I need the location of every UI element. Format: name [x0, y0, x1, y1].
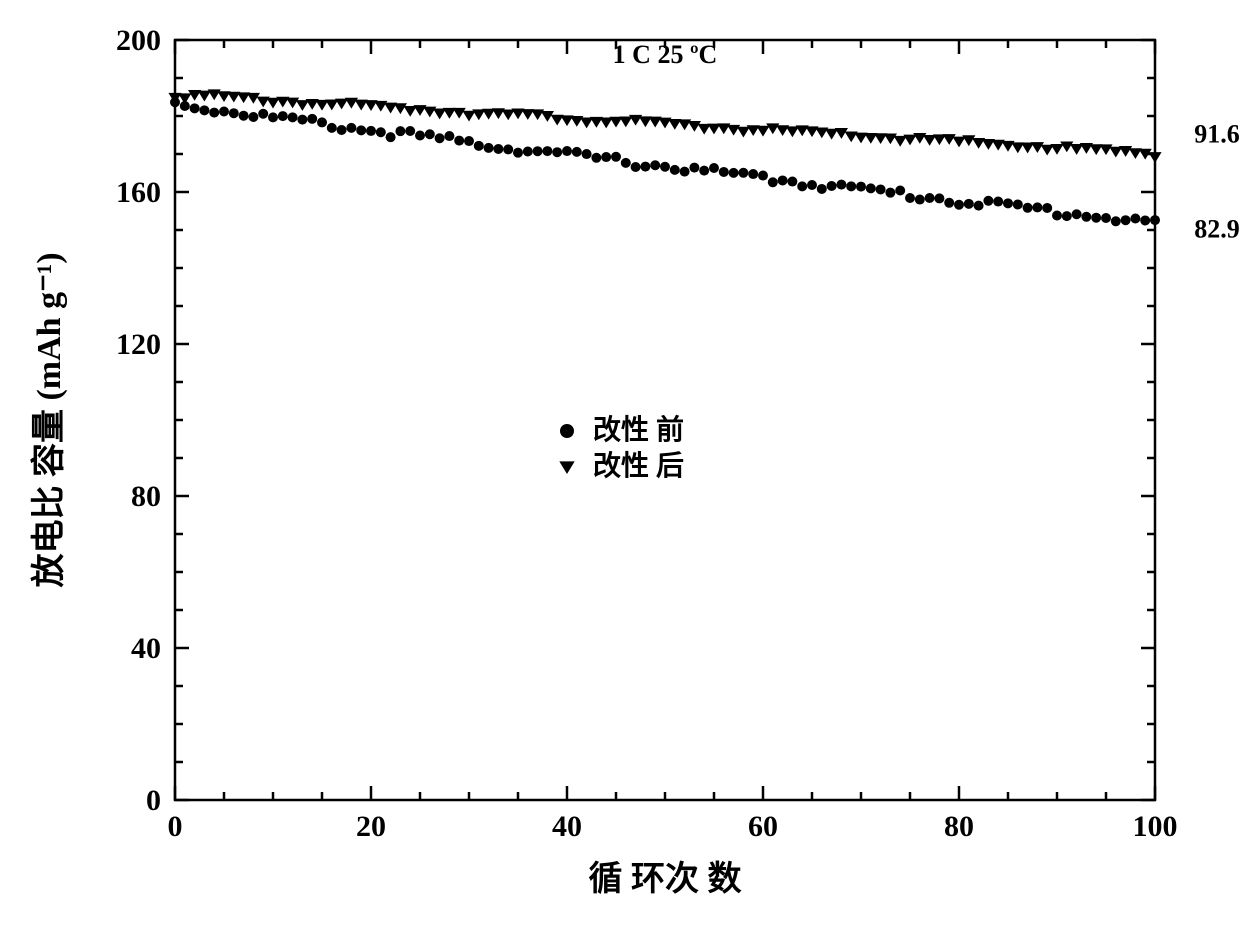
chart-container: 0 20 40 60 80 100 0 40 80 120 160 200 循 环次 数 放电比 容量 (…	[0, 0, 1240, 946]
svg-text:82.9%: 82.9%	[1194, 215, 1240, 244]
svg-text:80: 80	[131, 480, 161, 513]
svg-text:改性 后: 改性 后	[593, 450, 684, 482]
svg-text:80: 80	[944, 810, 974, 843]
svg-text:循 环次 数: 循 环次 数	[589, 860, 742, 898]
svg-text:120: 120	[116, 328, 161, 361]
svg-text:0: 0	[146, 784, 161, 817]
svg-text:91.6%: 91.6%	[1194, 120, 1240, 149]
svg-text:改性 前: 改性 前	[593, 413, 684, 446]
svg-text:200: 200	[116, 24, 161, 57]
svg-text:1 C 25 ºC: 1 C 25 ºC	[613, 40, 718, 69]
svg-text:40: 40	[552, 810, 582, 843]
svg-text:60: 60	[748, 810, 778, 843]
svg-text:40: 40	[131, 632, 161, 665]
chart-svg: 0 20 40 60 80 100 0 40 80 120 160 200 循 环次 数 放电比 容量 (…	[0, 0, 1240, 946]
svg-text:20: 20	[356, 810, 386, 843]
svg-text:100: 100	[1133, 810, 1178, 843]
svg-text:放电比 容量 (mAh g⁻¹): 放电比 容量 (mAh g⁻¹)	[30, 252, 68, 587]
svg-text:160: 160	[116, 176, 161, 209]
svg-text:0: 0	[168, 810, 183, 843]
